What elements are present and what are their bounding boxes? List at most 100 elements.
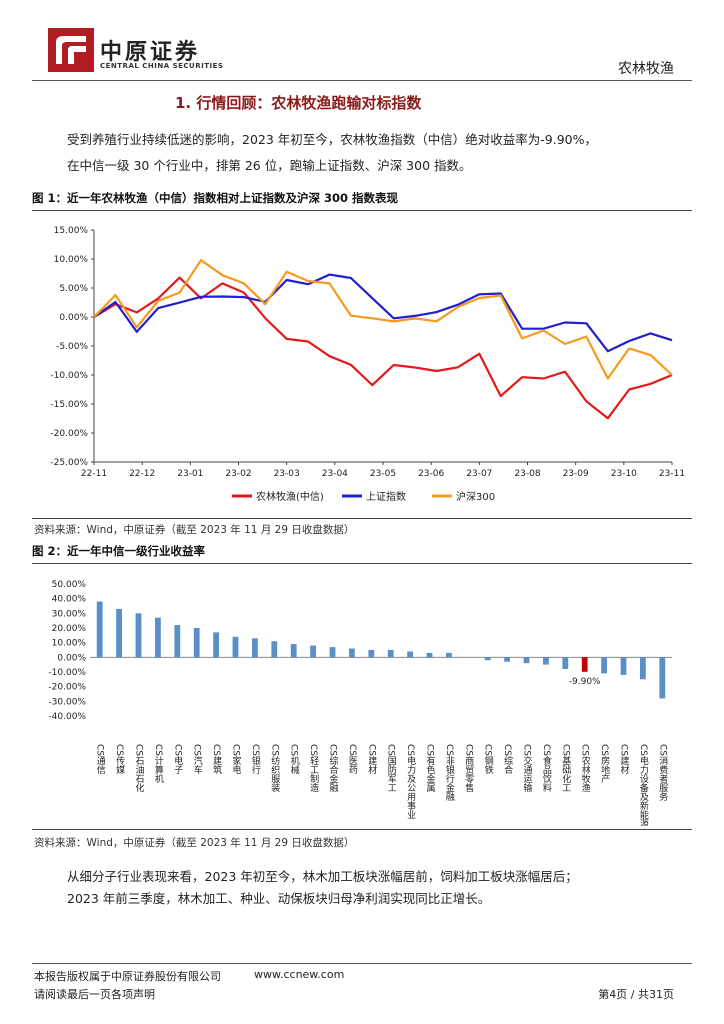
legend-label: 上证指数: [366, 490, 406, 503]
x-tick-label: 22-12: [129, 469, 155, 479]
bar: [155, 617, 161, 658]
category-label: CS轻工制造: [308, 744, 319, 793]
x-tick-label: 23-11: [659, 469, 685, 479]
bar: [387, 650, 394, 658]
bar: [543, 657, 549, 665]
category-label: CS纺织服装: [269, 744, 280, 793]
x-tick-label: 23-08: [514, 469, 540, 479]
page-number: 第4页 / 共31页: [598, 988, 674, 1001]
y-tick-label: -5.00%: [56, 342, 88, 352]
bar: [659, 657, 666, 699]
bar: [349, 648, 355, 658]
bar: [523, 657, 530, 664]
category-label: CS房地产: [599, 744, 610, 784]
category-label: CS食品饮料: [541, 744, 552, 793]
paragraph-line: 从细分子行业表现来看，2023 年初至今，林木加工板块涨幅居前，饲料加工板块涨幅…: [67, 869, 578, 884]
bar: [504, 657, 510, 662]
brand-name-en: CENTRAL CHINA SECURITIES: [100, 62, 224, 70]
x-tick-label: 23-10: [611, 469, 637, 479]
y-tick-label: -20.00%: [50, 429, 88, 439]
x-tick-label: 23-02: [225, 469, 251, 479]
figure2-top-rule: [32, 563, 692, 564]
bar: [213, 632, 219, 658]
y-tick-label: -30.00%: [48, 697, 86, 707]
bar: [562, 657, 569, 669]
bar-chart: 50.00% 40.00% 30.00% 20.00% 10.00% 0.00% -10.0…: [48, 580, 672, 826]
x-tick-label: 23-05: [370, 469, 396, 479]
y-tick-label: -15.00%: [50, 400, 88, 410]
category-label: CS消费者服务: [657, 744, 668, 802]
bar: [174, 625, 181, 658]
category-label: CS基础化工: [560, 744, 571, 792]
x-tick-label: 23-07: [466, 469, 492, 479]
section-title: 1. 行情回顾：农林牧渔跑输对标指数: [175, 94, 422, 112]
bar: [620, 657, 627, 675]
footer-website[interactable]: www.ccnew.com: [254, 968, 345, 981]
bar: [407, 651, 413, 658]
bar: [96, 601, 103, 658]
category-label: CS家电: [231, 744, 242, 774]
bar: [640, 657, 646, 680]
legend-label: 沪深300: [456, 490, 495, 503]
bar: [232, 636, 239, 658]
category-label: CS有色金属: [425, 744, 436, 793]
line-chart: 15.00% 10.00% 5.00% 0.00% -5.00% -10.00% -15.0…: [50, 226, 685, 503]
category-label: CS建材: [366, 744, 377, 774]
legend-label: 农林牧渔(中信): [256, 490, 324, 503]
y-tick-label: 0.00%: [59, 313, 88, 323]
category-label: CS通信: [95, 744, 106, 775]
y-tick-label: 5.00%: [59, 284, 88, 294]
bar: [484, 657, 491, 661]
series-line: [93, 273, 673, 353]
y-tick-label: 40.00%: [52, 595, 87, 605]
highlight-value-label: -9.90%: [569, 677, 601, 687]
bar: [581, 657, 588, 672]
paragraph-line: 受到养殖行业持续低迷的影响，2023 年初至今，农林牧渔指数（中信）绝对收益率为…: [67, 132, 598, 147]
series-line: [93, 276, 673, 420]
bar: [329, 647, 336, 658]
x-tick-label: 23-09: [563, 469, 589, 479]
figure2-bottom-rule: [32, 829, 692, 830]
y-tick-label: 15.00%: [54, 226, 89, 236]
company-logo: [48, 28, 94, 72]
bar: [446, 652, 452, 658]
x-tick-label: 23-01: [177, 469, 203, 479]
figure2-title: 图 2：近一年中信一级行业收益率: [32, 544, 206, 558]
figure2-source: 资料来源：Wind，中原证券（截至 2023 年 11 月 29 日收盘数据）: [34, 837, 355, 849]
paragraph-line: 在中信一级 30 个行业中，排第 26 位，跑输上证指数、沪深 300 指数。: [67, 158, 472, 173]
paragraph-line: 2023 年前三季度，林木加工、种业、动保板块归母净利润实现同比正增长。: [67, 891, 491, 906]
y-tick-label: 20.00%: [52, 624, 87, 634]
category-label: CS石油石化: [134, 744, 145, 793]
brand-name-cn: 中原证券: [100, 39, 201, 65]
category-label: CS机械: [289, 744, 300, 775]
category-label: CS农林牧渔: [580, 744, 591, 792]
category-label: CS电力及公用事业: [405, 744, 416, 819]
bar: [368, 650, 375, 658]
bar: [290, 644, 297, 658]
y-tick-label: 0.00%: [57, 653, 86, 663]
category-label: CS非银行金融: [444, 744, 455, 802]
bar: [310, 645, 316, 658]
sector-label: 农林牧渔: [618, 61, 674, 77]
category-label: CS电力设备及新能源: [638, 744, 649, 826]
bar: [426, 652, 433, 658]
figure1-bottom-rule: [32, 518, 692, 519]
category-label: CS电子: [172, 744, 183, 774]
figure1-top-rule: [32, 210, 692, 211]
footer-disclaimer: 请阅读最后一页各项声明: [34, 988, 155, 1001]
y-tick-label: -10.00%: [50, 371, 88, 381]
y-tick-label: -10.00%: [48, 668, 86, 678]
bar: [116, 608, 122, 658]
bar: [135, 613, 142, 658]
y-tick-label: 10.00%: [52, 639, 87, 649]
series-line: [93, 259, 673, 380]
y-tick-label: 50.00%: [52, 580, 87, 590]
y-tick-label: -20.00%: [48, 683, 86, 693]
bar: [601, 657, 607, 674]
category-label: CS交通运输: [522, 744, 533, 793]
x-tick-label: 23-06: [418, 469, 444, 479]
bar: [271, 641, 278, 658]
y-tick-label: 30.00%: [52, 609, 87, 619]
category-label: CS计算机: [153, 744, 164, 784]
y-tick-label: -25.00%: [50, 458, 88, 468]
